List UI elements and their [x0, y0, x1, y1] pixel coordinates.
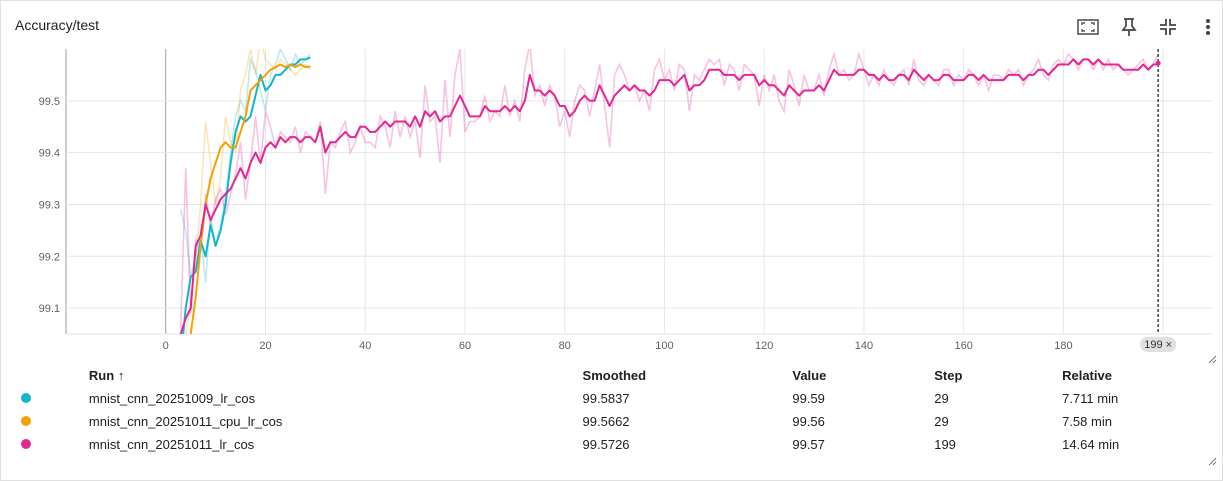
table-row: mnist_cnn_20251011_cpu_lr_cos 99.5662 99…: [1, 410, 1222, 433]
series-raw-line-1: [184, 49, 311, 334]
smoothed-value: 99.5726: [582, 437, 630, 452]
x-tick-label: 160: [954, 340, 972, 352]
table-row: mnist_cnn_20251011_lr_cos 99.5726 99.57 …: [1, 433, 1222, 456]
run-header-label: Run: [88, 367, 115, 383]
smoothed-value: 99.5662: [582, 414, 630, 429]
run-column-header[interactable]: Run ↑: [89, 363, 583, 387]
step-column-header[interactable]: Step: [934, 367, 963, 383]
run-color-dot: [21, 393, 31, 403]
raw-value: 99.56: [792, 414, 825, 429]
y-tick-label: 99.5: [39, 96, 60, 108]
more-vert-icon[interactable]: [1196, 15, 1220, 39]
table-header-row: Run ↑ Smoothed Value Step Relative: [1, 363, 1222, 387]
step-value: 199: [934, 437, 956, 452]
relative-column-header[interactable]: Relative: [1062, 367, 1112, 383]
run-color-dot: [21, 439, 31, 449]
relative-value: 7.711 min: [1062, 391, 1119, 406]
chart-title: Accuracy/test: [15, 17, 100, 33]
smoothed-value: 99.5837: [582, 391, 630, 406]
collapse-icon[interactable]: [1156, 15, 1180, 39]
x-tick-label: 0: [163, 340, 169, 352]
color-column-header: [1, 363, 89, 387]
x-tick-label: 40: [359, 340, 371, 352]
line-chart[interactable]: 0 20 40 60 80 100 120 140 160 180 99.1 99.2 99.3 99.4…: [1, 41, 1223, 361]
raw-value: 99.59: [792, 391, 825, 406]
relative-value: 7.58 min: [1062, 414, 1112, 429]
table-row: mnist_cnn_20251009_lr_cos 99.5837 99.59 …: [1, 387, 1222, 410]
x-tick-label: 60: [459, 340, 471, 352]
step-badge: 199 ×: [1140, 337, 1177, 352]
series-raw-line-2: [179, 49, 1159, 329]
run-name: mnist_cnn_20251011_cpu_lr_cos: [88, 414, 283, 429]
x-tick-label: 180: [1054, 340, 1072, 352]
y-tick-label: 99.3: [39, 199, 60, 211]
smoothed-column-header[interactable]: Smoothed: [582, 367, 647, 383]
x-tick-label: 120: [755, 340, 773, 352]
series-smoothed-line-2: [179, 58, 1159, 334]
raw-value: 99.57: [792, 437, 825, 452]
series-smoothed-line-1: [189, 63, 311, 334]
value-column-header[interactable]: Value: [792, 367, 827, 383]
relative-value: 14.64 min: [1062, 437, 1120, 452]
table-resize-handle[interactable]: [1207, 453, 1217, 466]
y-tick-label: 99.4: [39, 148, 60, 160]
step-badge-label[interactable]: 199 ×: [1144, 339, 1172, 351]
hover-point: [1155, 60, 1161, 66]
y-tick-label: 99.1: [39, 303, 60, 315]
run-name: mnist_cnn_20251011_lr_cos: [88, 437, 255, 452]
y-tick-label: 99.2: [39, 251, 60, 263]
x-tick-label: 140: [855, 340, 873, 352]
chart-resize-handle[interactable]: [1207, 351, 1217, 364]
run-color-dot: [21, 416, 31, 426]
step-value: 29: [934, 391, 949, 406]
run-name: mnist_cnn_20251009_lr_cos: [88, 391, 256, 406]
fit-domain-icon[interactable]: [1076, 15, 1100, 39]
x-tick-label: 20: [259, 340, 271, 352]
pin-icon[interactable]: [1117, 15, 1141, 39]
series-group: [179, 49, 1159, 334]
sort-arrow-icon: ↑: [117, 367, 125, 383]
step-value: 29: [934, 414, 949, 429]
x-tick-label: 80: [559, 340, 571, 352]
runs-table: Run ↑ Smoothed Value Step Relative mnist…: [1, 363, 1222, 456]
x-tick-label: 100: [655, 340, 673, 352]
